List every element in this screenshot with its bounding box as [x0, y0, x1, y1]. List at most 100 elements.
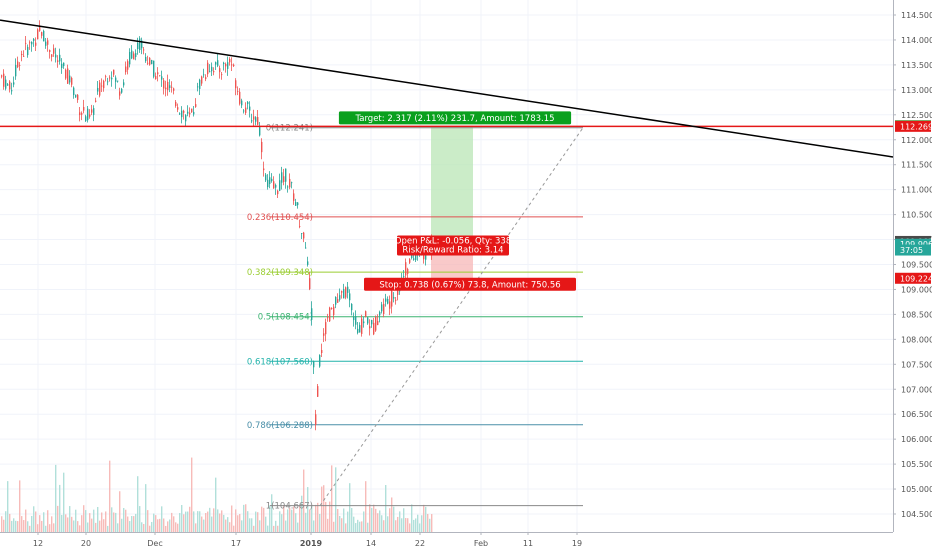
volume-bar	[37, 524, 39, 532]
time-tick-label: 20	[81, 539, 91, 548]
candle-body	[5, 79, 7, 89]
volume-bar	[221, 510, 223, 532]
candle-body	[13, 82, 15, 85]
volume-bar	[69, 506, 71, 532]
volume-bar	[81, 515, 83, 532]
volume-bar	[389, 508, 391, 532]
volume-bar	[17, 521, 19, 532]
candle-body	[107, 81, 109, 83]
candle-body	[381, 304, 383, 312]
price-axis[interactable]: 104.500 105.000 105.500 106.000 106.500 107.0…	[893, 0, 932, 550]
volume-bar	[325, 501, 327, 532]
volume-bar	[97, 506, 99, 532]
time-tick-label: Feb	[474, 539, 488, 548]
volume-bar	[291, 509, 293, 532]
volume-bar	[183, 514, 185, 532]
candle-body	[331, 308, 333, 309]
volume-bar	[131, 516, 133, 532]
candle-body	[1, 75, 3, 77]
drawn-lines[interactable]	[0, 19, 894, 158]
volume-bar	[351, 508, 353, 532]
volume-bar	[231, 505, 233, 532]
candle-body	[389, 301, 391, 309]
volume-bar	[125, 509, 127, 532]
candle-body	[261, 141, 263, 153]
price-tick-label: 107.500	[901, 360, 932, 369]
volume-bar	[159, 518, 161, 532]
volume-bar	[327, 518, 329, 532]
volume-bar	[173, 516, 175, 532]
price-tag	[895, 120, 931, 132]
volume-bar	[395, 520, 397, 532]
candle-body	[305, 247, 307, 249]
volume-bar	[209, 507, 211, 532]
price-tick-label: 108.500	[901, 310, 932, 319]
target-label-box	[338, 111, 572, 125]
volume-bar	[19, 480, 21, 532]
target-label-text: Target: 2.317 (2.11%) 231.7, Amount: 178…	[354, 114, 554, 124]
volume-bar	[391, 497, 393, 532]
volume-bar	[307, 487, 309, 532]
candle-body	[253, 116, 255, 120]
candle-body	[395, 299, 397, 301]
volume-bar	[227, 517, 229, 532]
volume-bar	[9, 513, 11, 532]
candle-body	[409, 259, 411, 263]
candle-body	[3, 73, 5, 87]
volume-bar	[141, 522, 143, 532]
volume-bar	[293, 506, 295, 532]
candle-body	[157, 72, 159, 75]
volume-bar	[335, 467, 337, 532]
candle-body	[153, 60, 155, 77]
volume-bar	[161, 506, 163, 532]
volume-bar	[21, 516, 23, 532]
candle-body	[129, 52, 131, 65]
candle-body	[355, 316, 357, 325]
candle-body	[21, 53, 23, 56]
candle-body	[297, 202, 299, 206]
volume-bar	[63, 472, 65, 532]
volume-bar	[137, 476, 139, 532]
volume-bar	[95, 522, 97, 532]
candle-body	[321, 350, 323, 354]
candle-body	[97, 87, 99, 92]
candle-body	[135, 53, 137, 57]
volume-bar	[25, 509, 27, 532]
candle-body	[197, 86, 199, 88]
volume-bar	[75, 509, 77, 532]
candle-body	[215, 62, 217, 65]
volume-bar	[387, 516, 389, 532]
candle-body	[103, 80, 105, 89]
candle-body	[51, 54, 53, 57]
candle-body	[89, 114, 91, 117]
volume-bar	[67, 517, 69, 532]
candle-body	[235, 80, 237, 89]
time-axis[interactable]: 12 20 Dec 17 2019 14 22 Feb 11 19	[0, 532, 893, 550]
candle-body	[255, 117, 257, 122]
volume-bar	[401, 518, 403, 532]
volume-bar	[407, 518, 409, 532]
candle-body	[77, 94, 79, 100]
volume-bar	[177, 523, 179, 532]
candle-body	[301, 233, 303, 234]
volume-bar	[35, 511, 37, 532]
volume-bar	[287, 509, 289, 532]
volume-bar	[1, 516, 3, 532]
trend-line[interactable]	[0, 19, 894, 158]
volume-bar	[181, 505, 183, 532]
volume-bar	[277, 525, 279, 532]
volume-bar	[151, 521, 153, 532]
candle-body	[303, 232, 305, 239]
candle-body	[29, 42, 31, 44]
fib-trend-line[interactable]	[319, 127, 584, 506]
volume-bar	[249, 518, 251, 532]
time-axis-background	[0, 532, 893, 550]
candle-body	[163, 80, 165, 89]
candle-body	[109, 77, 111, 79]
volume-bar	[263, 507, 265, 532]
fibonacci-retracement[interactable]: 0(112.241) 0.236(110.454) 0.382(109.348) 0.…	[247, 124, 584, 512]
volume-bar	[43, 512, 45, 532]
candle-body	[119, 91, 121, 96]
price-tick-label: 104.500	[901, 510, 932, 519]
